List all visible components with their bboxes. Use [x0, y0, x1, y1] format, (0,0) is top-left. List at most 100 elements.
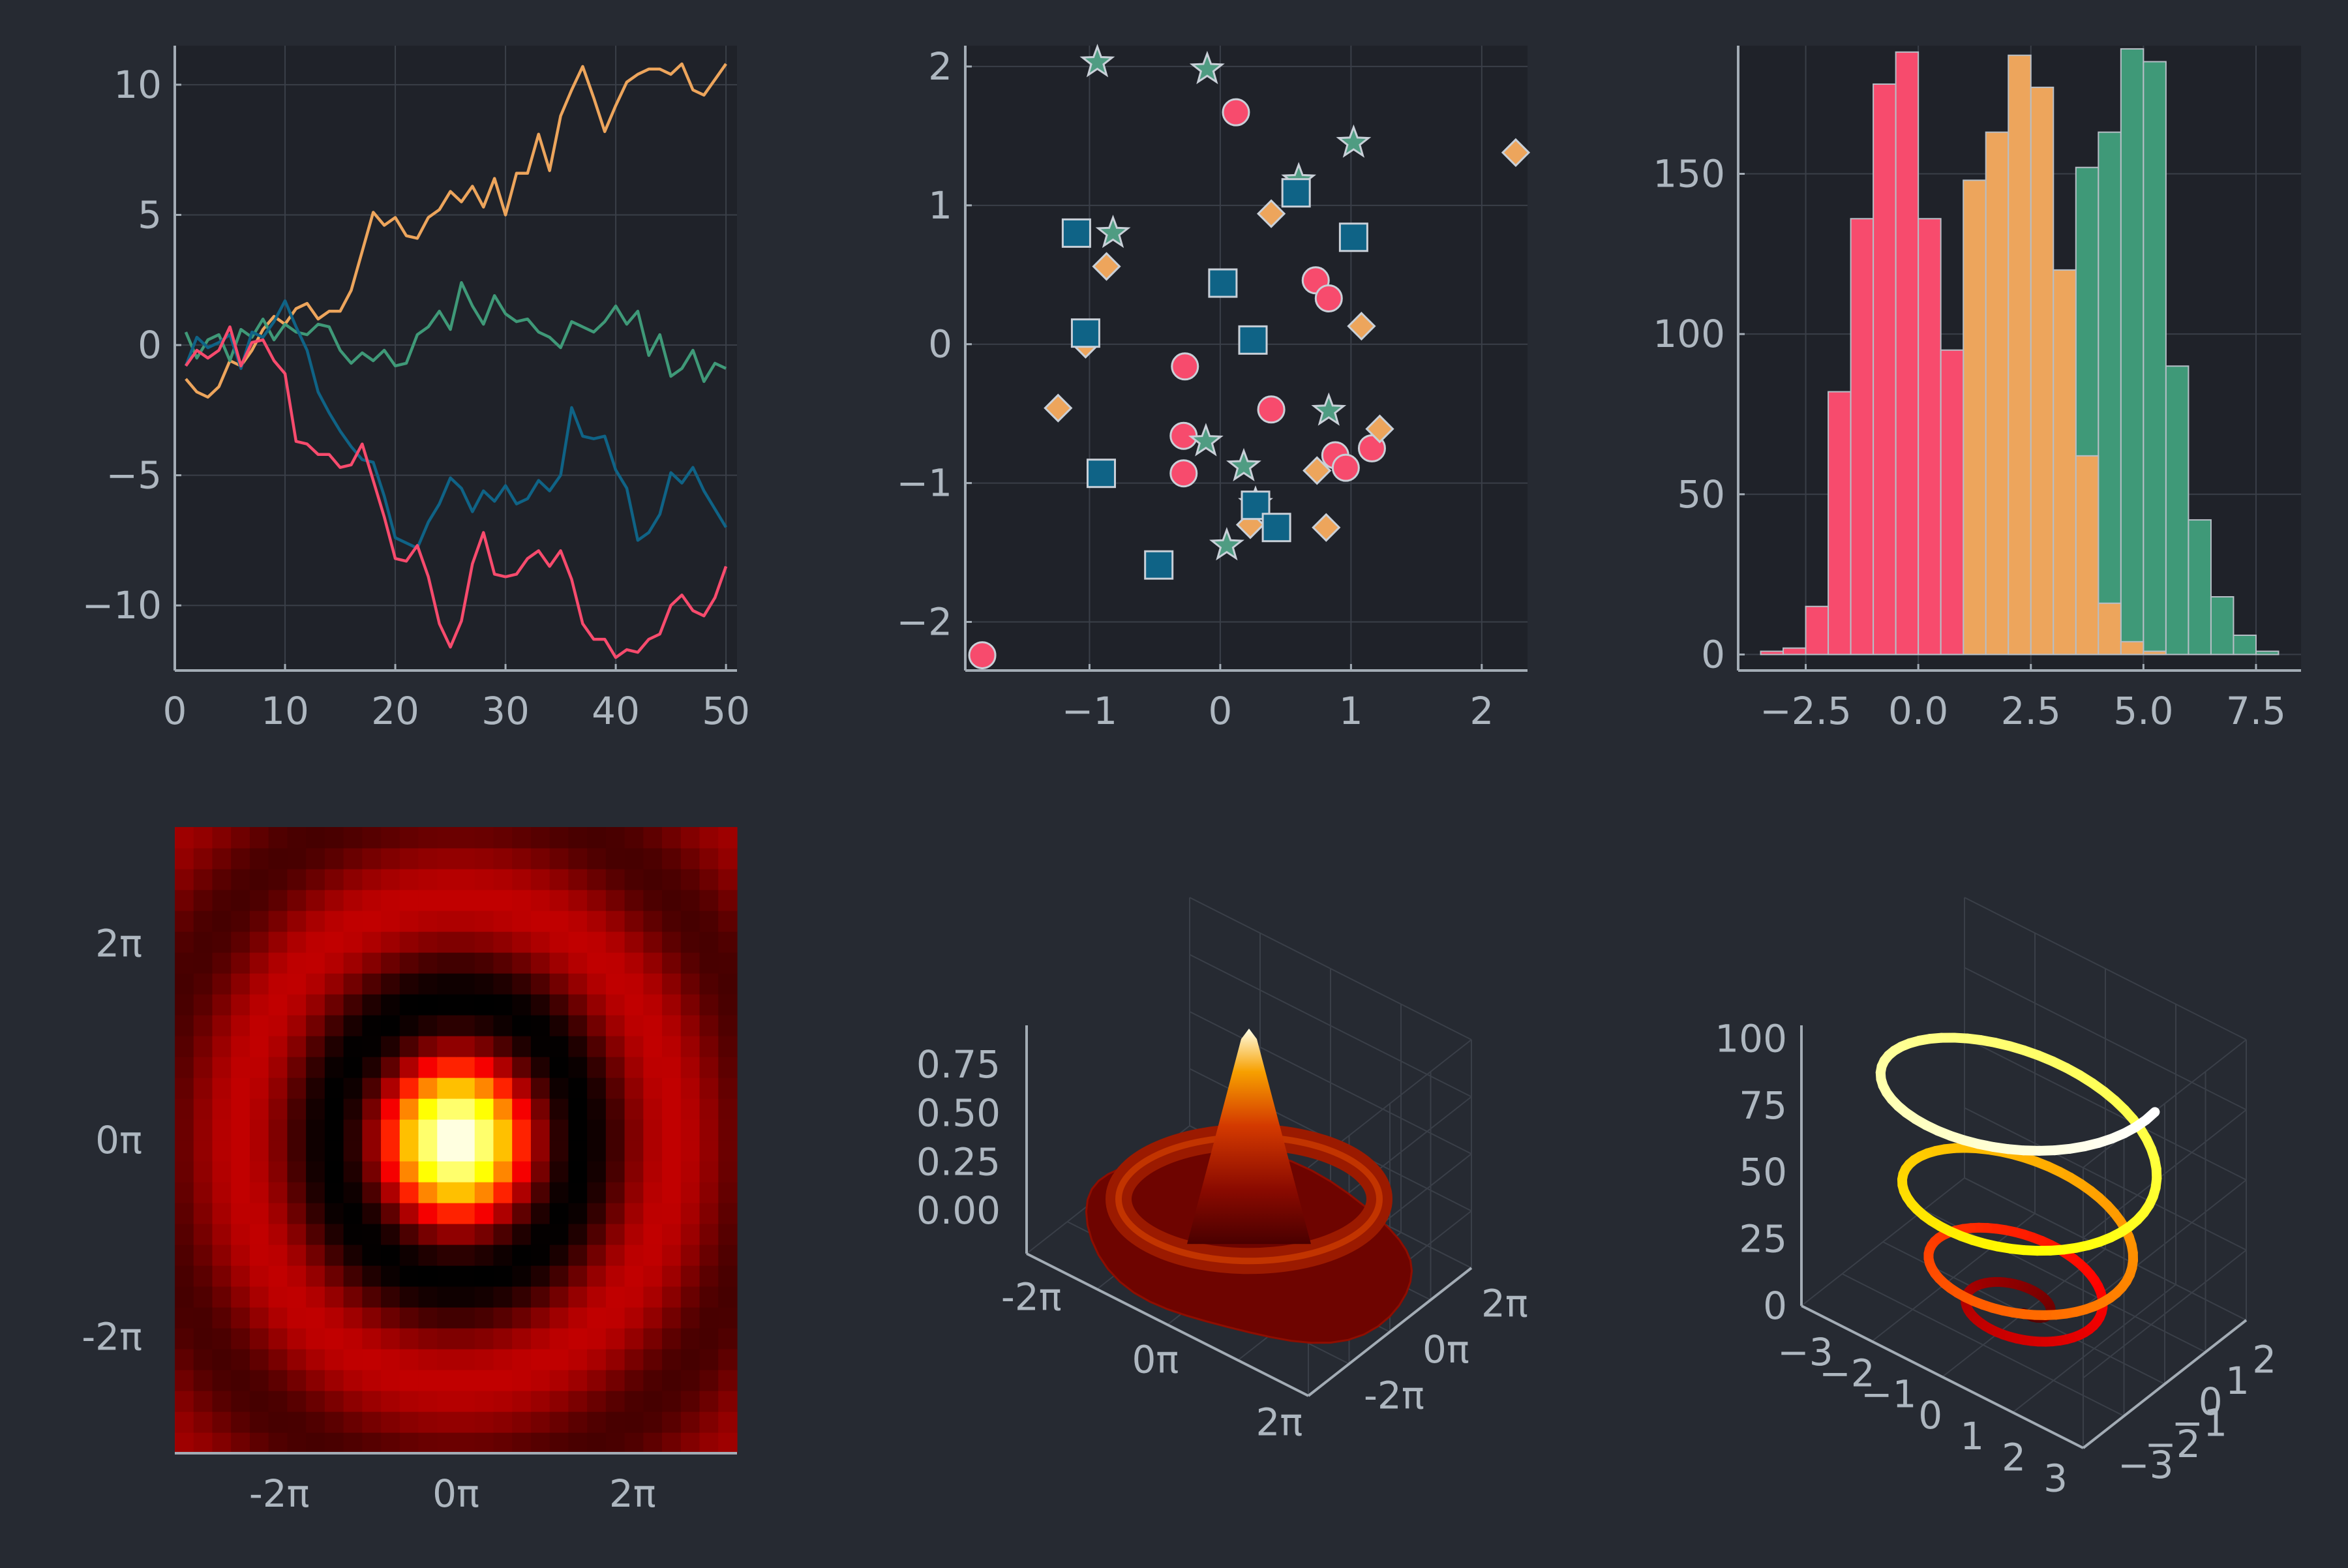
heatmap-cell: [287, 1370, 306, 1391]
heatmap-cell: [662, 1391, 681, 1412]
heatmap-cell: [306, 890, 325, 911]
heatmap-cell: [718, 1432, 737, 1454]
heatmap-cell: [344, 1161, 363, 1183]
heatmap-cell: [512, 931, 531, 953]
heatmap-cell: [269, 1078, 288, 1099]
heatmap-cell: [606, 1140, 625, 1162]
histogram-bar: [2098, 132, 2121, 655]
heatmap-cell: [231, 1411, 250, 1433]
heatmap-cell: [550, 890, 569, 911]
heatmap-cell: [625, 890, 644, 911]
heatmap-cell: [493, 827, 512, 849]
heatmap-cell: [681, 1391, 700, 1412]
heatmap-cell: [419, 1265, 438, 1287]
heatmap-cell: [550, 1057, 569, 1078]
heatmap-cell: [475, 1307, 494, 1329]
heatmap-cell: [700, 1078, 719, 1099]
heatmap-cell: [475, 1411, 494, 1433]
heatmap-cell: [212, 1411, 231, 1433]
heatmap-cell: [587, 1432, 606, 1454]
heatmap-cell: [456, 1307, 475, 1329]
heatmap-cell: [194, 1098, 213, 1120]
heatmap-cell: [400, 890, 419, 911]
heatmap-cell: [362, 1244, 381, 1266]
heatmap-cell: [456, 952, 475, 974]
heatmap-cell: [231, 1182, 250, 1203]
heatmap-cell: [269, 1265, 288, 1287]
heatmap-cell: [269, 1119, 288, 1141]
heatmap-cell: [212, 931, 231, 953]
heatmap-cell: [625, 1432, 644, 1454]
heatmap-cell: [643, 1307, 662, 1329]
heatmap-cell: [531, 1349, 550, 1370]
heatmap-cell: [287, 973, 306, 995]
heatmap-cell: [512, 827, 531, 849]
heatmap-cell: [643, 1015, 662, 1036]
heatmap-cell: [625, 1098, 644, 1120]
heatmap-cell: [419, 1161, 438, 1183]
heatmap-cell: [287, 890, 306, 911]
heatmap-cell: [475, 1286, 494, 1308]
heatmap-cell: [437, 952, 456, 974]
heatmap-cell: [625, 1286, 644, 1308]
heatmap-cell: [662, 890, 681, 911]
heatmap-cell: [250, 1432, 269, 1454]
heatmap-cell: [419, 1119, 438, 1141]
heatmap-cell: [231, 890, 250, 911]
heatmap-cell: [456, 827, 475, 849]
heatmap-cell: [568, 1286, 587, 1308]
heatmap-cell: [250, 1328, 269, 1349]
histogram-bar: [1986, 132, 2009, 655]
y-tick-label: 2: [928, 44, 952, 89]
heatmap-cell: [231, 1140, 250, 1162]
heatmap-cell: [493, 1057, 512, 1078]
histogram-bar: [1828, 392, 1851, 655]
heatmap-cell: [437, 1119, 456, 1141]
heatmap-cell: [325, 1432, 344, 1454]
heatmap-cell: [381, 1140, 400, 1162]
heatmap-cell: [475, 1098, 494, 1120]
heatmap-cell: [606, 890, 625, 911]
heatmap-cell: [475, 1432, 494, 1454]
heatmap-cell: [194, 1057, 213, 1078]
heatmap-cell: [269, 1411, 288, 1433]
histogram-bar: [1851, 219, 1874, 654]
heatmap-cell: [231, 827, 250, 849]
heatmap-cell: [493, 1036, 512, 1057]
heatmap-cell: [381, 1432, 400, 1454]
heatmap-cell: [568, 1078, 587, 1099]
heatmap-cell: [550, 973, 569, 995]
heatmap-cell: [344, 1224, 363, 1245]
heatmap-cell: [681, 1161, 700, 1183]
heatmap-cell: [512, 1078, 531, 1099]
heatmap-cell: [194, 827, 213, 849]
heatmap-cell: [531, 1432, 550, 1454]
heatmap-cell: [643, 890, 662, 911]
heatmap-cell: [587, 1244, 606, 1266]
heatmap-cell: [625, 1370, 644, 1391]
heatmap-cell: [550, 931, 569, 953]
heatmap-cell: [456, 1391, 475, 1412]
heatmap-cell: [606, 1265, 625, 1287]
heatmap-cell: [194, 848, 213, 869]
heatmap-cell: [475, 1140, 494, 1162]
heatmap-cell: [437, 1203, 456, 1224]
heatmap-cell: [194, 1224, 213, 1245]
heatmap-cell: [306, 1057, 325, 1078]
heatmap-cell: [550, 1078, 569, 1099]
heatmap-cell: [643, 1119, 662, 1141]
heatmap-cell: [550, 994, 569, 1016]
heatmap-cell: [194, 952, 213, 974]
heatmap-cell: [400, 1078, 419, 1099]
heatmap-cell: [531, 994, 550, 1016]
heatmap-cell: [194, 1411, 213, 1433]
x-tick-label: 0π: [1132, 1338, 1179, 1382]
heatmap-cell: [212, 973, 231, 995]
heatmap-cell: [325, 1391, 344, 1412]
heatmap-cell: [269, 1432, 288, 1454]
heatmap-cell: [231, 1432, 250, 1454]
heatmap-cell: [550, 1098, 569, 1120]
heatmap-cell: [456, 1224, 475, 1245]
